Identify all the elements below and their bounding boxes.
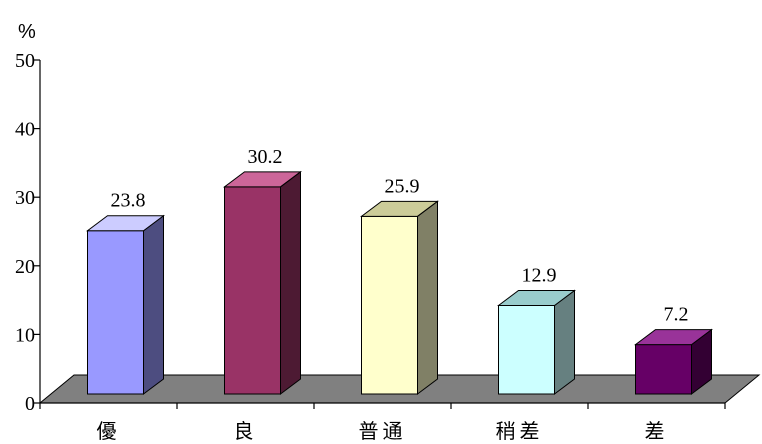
- category-label: 稍差: [496, 419, 544, 443]
- x-axis-ticks: [39, 403, 726, 409]
- category-label: 差: [645, 419, 669, 443]
- category-label: 優: [97, 419, 121, 443]
- bar-front-face: [224, 186, 281, 395]
- data-label: 23.8: [111, 190, 146, 212]
- bar-side-face: [280, 170, 301, 395]
- bar-side-face: [417, 200, 438, 395]
- data-label: 30.2: [248, 146, 283, 168]
- bar-top-face: [86, 215, 165, 232]
- category-labels-group: 優 良 普通 稍差 差: [97, 419, 669, 443]
- y-tick-label: 10: [15, 324, 35, 346]
- bar: [497, 289, 576, 395]
- bar-top-face: [360, 200, 439, 217]
- bar: [634, 328, 713, 395]
- y-tick-label: 0: [25, 393, 35, 415]
- data-labels-group: 23.8 30.2 25.9 12.9 7.2: [111, 146, 689, 326]
- y-tick-label: 20: [15, 256, 35, 278]
- bar-front-face: [361, 215, 418, 395]
- y-tick-label: 40: [15, 119, 35, 141]
- y-axis-unit: %: [18, 21, 36, 43]
- data-label: 25.9: [385, 175, 420, 197]
- bar: [223, 170, 302, 395]
- bar-side-face: [143, 214, 164, 395]
- bar: [360, 200, 439, 395]
- bar-side-face: [554, 289, 575, 395]
- bar-front-face: [498, 305, 555, 395]
- bars-group: [86, 170, 713, 395]
- bar-top-face: [497, 290, 576, 307]
- data-label: 12.9: [522, 265, 557, 287]
- y-tick-label: 50: [15, 50, 35, 72]
- y-tick-label: 30: [15, 187, 35, 209]
- category-label: 普通: [359, 419, 407, 443]
- data-label: 7.2: [664, 304, 689, 326]
- bar: [86, 214, 165, 395]
- y-axis-ticks: 0 10 20 30 40 50: [15, 50, 40, 415]
- bar-top-face: [223, 171, 302, 188]
- bar-front-face: [87, 230, 144, 395]
- bar-top-face: [634, 329, 713, 346]
- bar-front-face: [635, 344, 692, 395]
- category-label: 良: [234, 419, 258, 443]
